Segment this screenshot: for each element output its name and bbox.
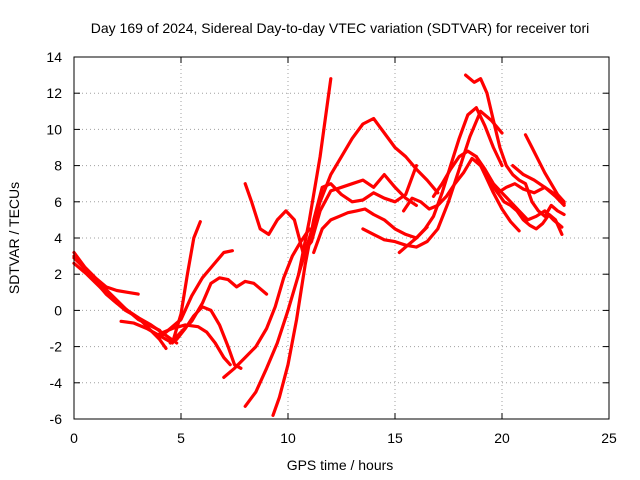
series-line-24 [523, 133, 566, 204]
grid [74, 57, 609, 419]
x-tick-label: 5 [177, 430, 185, 446]
series-line-21 [489, 182, 564, 236]
series-line-4 [72, 261, 179, 345]
y-tick-label: 8 [54, 158, 62, 174]
chart-title: Day 169 of 2024, Sidereal Day-to-day VTE… [91, 20, 590, 36]
series-line-20 [464, 73, 566, 218]
y-tick-label: 2 [54, 266, 62, 282]
y-tick-label: 6 [54, 194, 62, 210]
y-tick-label: 14 [46, 49, 62, 65]
y-tick-label: 0 [54, 302, 62, 318]
series-line-22 [474, 155, 521, 233]
series-line-10 [222, 227, 311, 379]
x-tick-label: 25 [601, 430, 617, 446]
series-line-15 [312, 207, 429, 255]
y-tick-label: 4 [54, 230, 62, 246]
series-line-14 [297, 116, 440, 276]
x-axis-label: GPS time / hours [287, 457, 394, 473]
series-line-9 [158, 323, 232, 367]
y-tick-label: 12 [46, 85, 62, 101]
x-tick-label: 10 [280, 430, 296, 446]
x-tick-label: 0 [70, 430, 78, 446]
series-layer [72, 73, 566, 417]
tick-labels: 0 5 10 15 20 25 -6 -4 -2 0 2 4 6 8 10 12 14 [46, 49, 617, 446]
y-axis-label: SDTVAR / TECUs [6, 182, 22, 294]
y-tick-label: -6 [50, 411, 63, 427]
series-line-17 [397, 106, 504, 255]
y-tick-label: -2 [50, 339, 63, 355]
x-tick-label: 20 [494, 430, 510, 446]
y-tick-label: 10 [46, 121, 62, 137]
y-tick-label: -4 [50, 375, 63, 391]
series-line-13 [243, 173, 418, 255]
series-line-11 [243, 77, 333, 408]
x-tick-label: 15 [387, 430, 403, 446]
